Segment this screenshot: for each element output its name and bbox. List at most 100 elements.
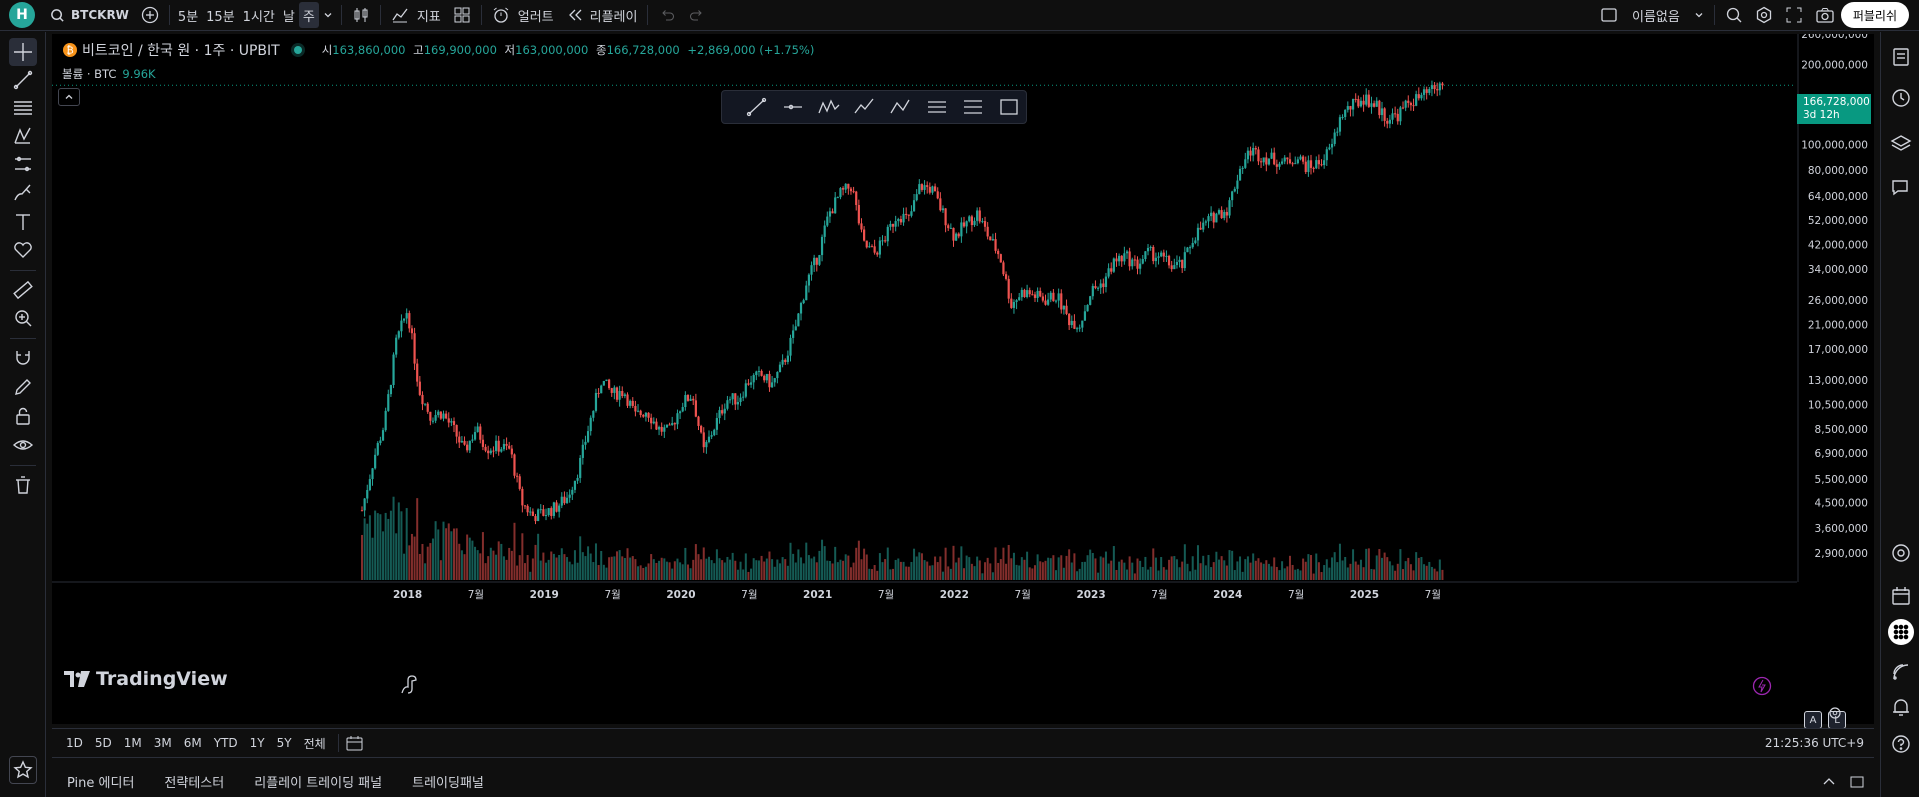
symbol-title[interactable]: 비트코인 / 한국 원 · 1주 · UPBIT [82,43,280,59]
publish-button[interactable]: 퍼블리쉬 [1840,2,1909,28]
products-button[interactable] [1888,619,1914,645]
fullscreen-button[interactable] [1779,2,1809,28]
maximize-panel-icon[interactable] [1848,773,1866,791]
price-tick-label: 4,500,000 [1815,497,1868,509]
hotlist-button[interactable] [1888,540,1914,566]
price-chart[interactable]: 260,000,000200,000,000130,000,000100,000… [52,34,1874,724]
watchlist-button[interactable] [1888,44,1914,70]
candles-icon [354,8,368,22]
zoom-tool[interactable] [9,304,37,332]
candle-body [926,185,929,187]
interval-1d[interactable]: 날 [282,9,295,25]
auto-scale-button[interactable]: A [1804,711,1822,729]
fav-horizontal-ray[interactable] [778,93,808,121]
collapse-legend-button[interactable] [58,88,80,106]
range-5y[interactable]: 5Y [276,736,292,750]
volume-bar [1391,565,1394,580]
chat-button[interactable] [1888,175,1914,201]
volume-bar [834,546,837,580]
volume-legend[interactable]: 볼륨 · BTC 9.96K [62,66,156,82]
fav-fib-retracement[interactable] [922,93,952,121]
fib-tool[interactable] [9,94,37,122]
fav-rectangle[interactable] [994,93,1024,121]
volume-bar [947,566,950,580]
axis-settings-icon[interactable] [1827,705,1843,721]
projection-tool[interactable] [9,150,37,178]
indicators-label: 지표 [416,9,441,25]
fav-elliott-wave[interactable] [850,93,880,121]
timezone-clock[interactable]: 21:25:36 UTC+9 [1764,736,1864,750]
interval-15m[interactable]: 15분 [206,9,235,25]
price-axis[interactable]: 260,000,000200,000,000130,000,000100,000… [1797,34,1874,582]
tab-trading-panel[interactable]: 트레이딩패널 [412,776,484,791]
tab-strategy-tester[interactable]: 전략테스터 [164,776,225,791]
candle-body [363,498,366,511]
tradingview-logo[interactable]: TradingView [64,668,228,690]
user-avatar[interactable]: H [9,2,35,28]
candle-body [1115,258,1118,262]
fav-date-price-range[interactable] [958,93,988,121]
redo-button[interactable] [682,2,712,28]
symbol-search[interactable]: BTCKRW [44,2,135,28]
delete-drawings-tool[interactable] [9,471,37,499]
volume-bar [1152,548,1155,580]
fav-pitchfork[interactable] [814,93,844,121]
interval-dropdown[interactable] [319,2,337,28]
help-button[interactable] [1888,731,1914,757]
text-tool[interactable] [9,208,37,236]
goto-date-icon[interactable] [345,734,365,752]
notifications-button[interactable] [1888,694,1914,720]
trend-line-tool[interactable] [9,66,37,94]
volume-bar [681,564,684,580]
range-1d[interactable]: 1D [66,736,83,750]
volume-bar [752,558,755,580]
range-ytd[interactable]: YTD [213,736,238,750]
chevron-up-icon[interactable] [1820,773,1838,791]
time-axis[interactable]: 2018 7월 2019 7월 2020 7월 2021 7월 2022 7월 2023 7월 2024… [52,581,1797,601]
chart-pane[interactable]: 260,000,000200,000,000130,000,000100,000… [52,34,1874,729]
interval-1w[interactable]: 주 [298,2,319,28]
templates-button[interactable] [447,2,477,28]
layout-button[interactable]: 이름없음 [1594,2,1710,28]
snapshot-button[interactable] [1809,2,1841,28]
tab-replay-trading[interactable]: 리플레이 트레이딩 패널 [254,776,383,791]
icon-tool[interactable] [9,236,37,264]
measure-tool[interactable] [9,276,37,304]
quick-search-button[interactable] [1719,2,1749,28]
settings-button[interactable] [1749,2,1779,28]
lightning-icon[interactable] [1752,676,1772,696]
brush-tool[interactable] [9,178,37,206]
range-3m[interactable]: 3M [153,736,172,750]
pattern-tool[interactable] [9,122,37,150]
alerts-panel-button[interactable] [1888,85,1914,111]
object-tree-button[interactable] [1888,130,1914,156]
replay-button[interactable]: 리플레이 [560,2,644,28]
stay-drawing-tool[interactable] [9,373,37,401]
candle-body [1278,163,1281,167]
compare-button[interactable] [135,2,165,28]
range-1m[interactable]: 1M [123,736,142,750]
interval-1h[interactable]: 1시간 [242,9,275,25]
fav-trend-line[interactable] [742,93,772,121]
range-5d[interactable]: 5D [94,736,112,750]
range-6m[interactable]: 6M [183,736,202,750]
hide-drawings-tool[interactable] [9,431,37,459]
fav-abcd[interactable] [886,93,916,121]
alert-button[interactable]: 얼러트 [486,2,560,28]
indicators-button[interactable]: 지표 [385,2,447,28]
interval-5m[interactable]: 5분 [177,9,199,25]
range-1y[interactable]: 1Y [249,736,265,750]
favorites-button[interactable] [9,756,37,784]
crosshair-tool[interactable] [9,38,37,66]
volume-bar [941,571,944,580]
lock-drawings-tool[interactable] [9,402,37,430]
range-all[interactable]: 전체 [303,736,326,751]
chart-type-button[interactable] [346,2,376,28]
tab-pine-editor[interactable]: Pine 에디터 [67,776,135,791]
calendar-button[interactable] [1888,583,1914,609]
signals-button[interactable] [1888,659,1914,685]
market-status-dot[interactable] [293,46,302,54]
undo-button[interactable] [652,2,682,28]
candle-body [413,333,416,364]
magnet-tool[interactable] [9,344,37,372]
